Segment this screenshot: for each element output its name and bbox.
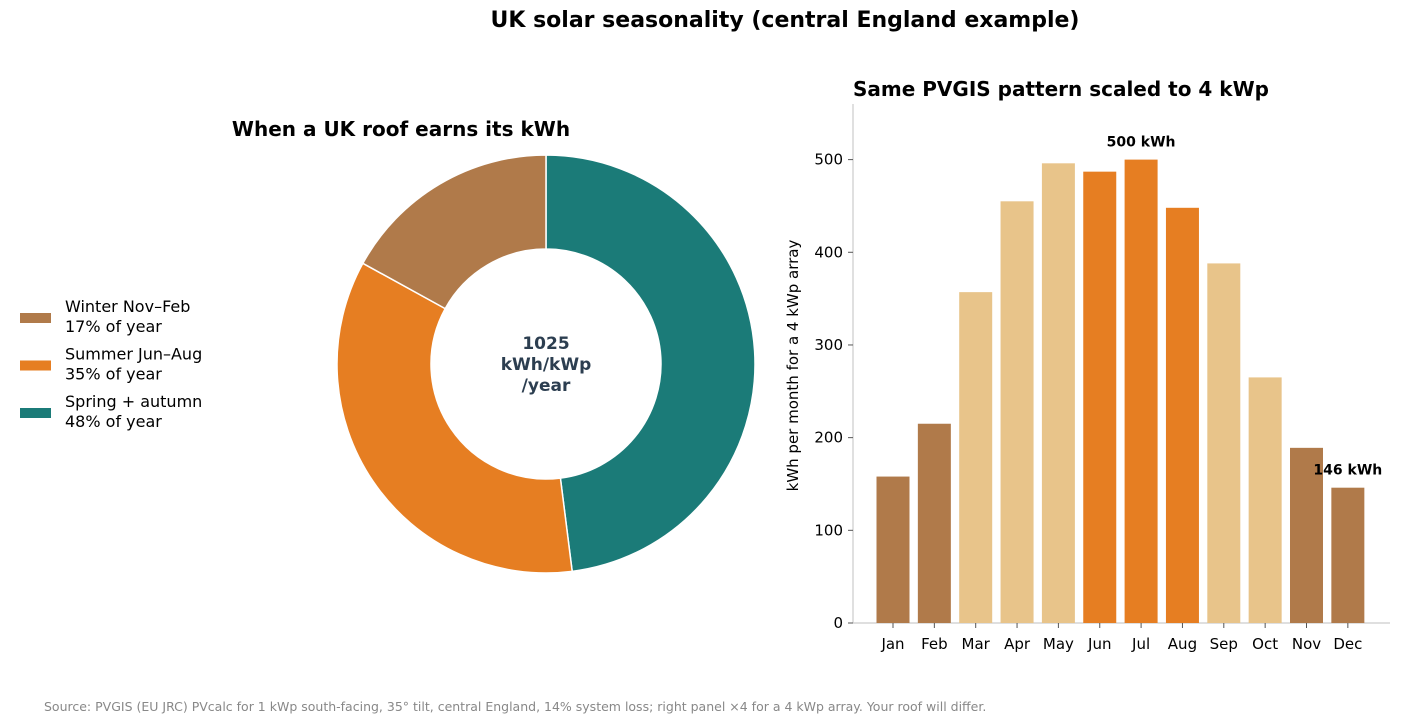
bar xyxy=(1000,201,1034,623)
bar xyxy=(1083,171,1117,624)
donut-slice xyxy=(361,154,547,310)
bar-chart: Same PVGIS pattern scaled to 4 kWp 0 100 20… xyxy=(784,77,1390,653)
source-note: Source: PVGIS (EU JRC) PVcalc for 1 kWp … xyxy=(44,699,987,714)
donut-slice xyxy=(336,262,574,574)
bar-annotation: 500 kWh xyxy=(1107,135,1176,151)
bar xyxy=(1248,377,1282,623)
x-tick-label: Dec xyxy=(1333,635,1362,653)
donut-slice xyxy=(545,154,756,573)
bar xyxy=(1207,263,1241,623)
legend-sublabel: 48% of year xyxy=(65,412,162,431)
x-tick-label: Feb xyxy=(921,635,948,653)
donut-center-label: kWh/kWp xyxy=(501,355,592,375)
x-tick-label: Oct xyxy=(1252,635,1278,653)
legend-sublabel: 35% of year xyxy=(65,365,162,384)
x-tick-label: Mar xyxy=(962,635,991,653)
y-tick-label: 100 xyxy=(814,521,843,539)
x-tick-label: Nov xyxy=(1292,635,1321,653)
bar xyxy=(1165,207,1199,624)
x-tick-label: May xyxy=(1043,635,1074,653)
bar xyxy=(1124,159,1158,623)
x-tick-label: Jul xyxy=(1131,635,1150,653)
bar xyxy=(1331,487,1365,623)
legend-sublabel: 17% of year xyxy=(65,317,162,336)
y-tick-label: 400 xyxy=(814,243,843,261)
x-tick-label: Aug xyxy=(1168,635,1197,653)
figure-title: UK solar seasonality (central England ex… xyxy=(490,8,1080,33)
y-axis-label: kWh per month for a 4 kWp array xyxy=(784,240,802,492)
y-tick-label: 0 xyxy=(833,614,843,632)
x-tick-label: Jan xyxy=(880,635,904,653)
bar xyxy=(1041,163,1075,624)
x-tick-label: Jun xyxy=(1087,635,1111,653)
y-tick-label: 500 xyxy=(814,151,843,169)
legend-swatch xyxy=(20,313,51,323)
y-tick-label: 200 xyxy=(814,429,843,447)
donut-title: When a UK roof earns its kWh xyxy=(232,117,570,141)
donut-chart: When a UK roof earns its kWh 1025kWh/kWp/… xyxy=(232,117,756,574)
legend-swatch xyxy=(20,360,51,371)
legend-label: Summer Jun–Aug xyxy=(65,345,202,364)
bar-annotation: 146 kWh xyxy=(1313,463,1382,479)
bar xyxy=(1290,447,1323,623)
bar xyxy=(917,423,951,623)
donut-center-label: /year xyxy=(522,376,571,396)
bar-title: Same PVGIS pattern scaled to 4 kWp xyxy=(853,77,1269,101)
x-tick-label: Sep xyxy=(1210,635,1238,653)
donut-center-label: 1025 xyxy=(522,334,569,354)
legend-label: Spring + autumn xyxy=(65,392,202,411)
legend-swatch xyxy=(20,408,51,418)
bar xyxy=(876,476,910,623)
legend-label: Winter Nov–Feb xyxy=(65,297,190,316)
x-tick-label: Apr xyxy=(1004,635,1031,653)
bar xyxy=(959,292,993,623)
y-tick-label: 300 xyxy=(814,336,843,354)
